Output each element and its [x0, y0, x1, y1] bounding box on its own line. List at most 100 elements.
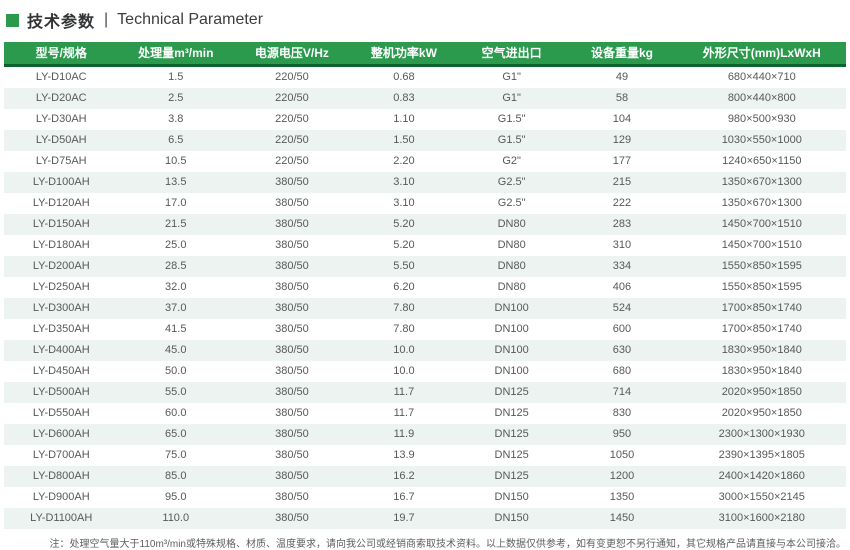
table-cell: 380/50 — [275, 176, 309, 188]
table-cell: 220/50 — [275, 113, 309, 125]
table-row: LY-D120AH 17.0 380/50 3.10 G2.5" 222 1350×670×… — [4, 193, 846, 214]
table-cell: 11.9 — [393, 428, 415, 440]
table-cell: 1550×850×1595 — [721, 281, 802, 293]
table-cell: 524 — [612, 302, 632, 314]
table-cell: 380/50 — [275, 218, 309, 230]
table-cell: 17.0 — [165, 197, 187, 209]
table-row: LY-D200AH 28.5 380/50 5.50 DN80 334 1550×850×1… — [4, 256, 846, 277]
table-cell: 220/50 — [275, 71, 309, 83]
table-cell: DN125 — [494, 428, 529, 440]
table-cell: 380/50 — [275, 449, 309, 461]
table-cell: LY-D500AH — [32, 386, 90, 398]
table-cell: DN150 — [494, 512, 529, 524]
table-row: LY-D600AH 65.0 380/50 11.9 DN125 950 2300×1300… — [4, 424, 846, 445]
table-cell: 5.20 — [393, 218, 415, 230]
table-cell: 215 — [612, 176, 632, 188]
table-cell: 10.5 — [165, 155, 187, 167]
section-title-zh: 技术参数 — [27, 14, 96, 31]
table-cell: 380/50 — [275, 512, 309, 524]
table-cell: 1240×650×1150 — [722, 155, 802, 167]
table-cell: 1.10 — [393, 113, 415, 125]
table-row: LY-D20AC 2.5 220/50 0.83 G1" 58 800×440×800 — [4, 88, 846, 109]
table-cell: 1350×670×1300 — [721, 197, 802, 209]
table-cell: 3.10 — [393, 197, 415, 209]
table-cell: G1" — [502, 71, 521, 83]
table-cell: 19.7 — [393, 512, 415, 524]
table-cell: 45.0 — [165, 344, 187, 356]
table-cell: LY-D800AH — [32, 470, 90, 482]
table-header: 型号/规格 处理量m³/min 电源电压V/Hz 整机功率kW 空气进出口 设备重量kg 外… — [4, 42, 846, 67]
table-cell: 16.2 — [393, 470, 415, 482]
table-cell: 85.0 — [165, 470, 187, 482]
table-cell: 1200 — [609, 470, 635, 482]
table-cell: 2400×1420×1860 — [718, 470, 805, 482]
column-header: 空气进出口 — [456, 42, 567, 67]
table-cell: 49 — [615, 71, 629, 83]
table-cell: 1350×670×1300 — [721, 176, 802, 188]
table-cell: 50.0 — [165, 365, 187, 377]
table-cell: 2300×1300×1930 — [718, 428, 805, 440]
table-cell: 380/50 — [275, 365, 309, 377]
table-cell: 0.68 — [393, 71, 415, 83]
table-cell: LY-D180AH — [32, 239, 90, 251]
table-cell: 177 — [612, 155, 632, 167]
column-header: 整机功率kW — [350, 42, 457, 67]
table-cell: 1030×550×1000 — [721, 134, 802, 146]
table-cell: LY-D100AH — [32, 176, 90, 188]
table-cell: 1450×700×1510 — [721, 239, 802, 251]
table-cell: 25.0 — [165, 239, 187, 251]
table-cell: 5.20 — [393, 239, 415, 251]
technical-parameter-table: 型号/规格 处理量m³/min 电源电压V/Hz 整机功率kW 空气进出口 设备重量kg 外… — [4, 42, 846, 529]
table-cell: LY-D250AH — [32, 281, 90, 293]
table-cell: 16.7 — [393, 491, 415, 503]
table-cell: 950 — [612, 428, 632, 440]
footnote: 注：处理空气量大于110m³/min或特殊规格、材质、温度要求，请向我公司或经销… — [49, 539, 847, 550]
table-cell: 380/50 — [275, 281, 309, 293]
column-header: 型号/规格 — [4, 42, 119, 67]
table-cell: LY-D900AH — [32, 491, 90, 503]
table-row: LY-D75AH 10.5 220/50 2.20 G2" 177 1240×650×115… — [4, 151, 846, 172]
table-row: LY-D800AH 85.0 380/50 16.2 DN125 1200 2400×142… — [4, 466, 846, 487]
table-cell: G1.5" — [497, 134, 526, 146]
table-cell: LY-D20AC — [35, 92, 87, 104]
table-cell: 2.5 — [168, 92, 184, 104]
table-cell: 310 — [612, 239, 632, 251]
table-cell: 21.5 — [165, 218, 187, 230]
column-header: 电源电压V/Hz — [233, 42, 351, 67]
table-row: LY-D50AH 6.5 220/50 1.50 G1.5" 129 1030×550×10… — [4, 130, 846, 151]
table-cell: LY-D10AC — [35, 71, 87, 83]
table-cell: LY-D300AH — [32, 302, 90, 314]
table-cell: 104 — [612, 113, 632, 125]
table-cell: DN125 — [494, 449, 529, 461]
table-cell: DN80 — [497, 239, 526, 251]
table-row: LY-D150AH 21.5 380/50 5.20 DN80 283 1450×700×1… — [4, 214, 846, 235]
table-cell: DN100 — [494, 302, 529, 314]
column-header: 外形尺寸(mm)LxWxH — [677, 42, 846, 67]
table-cell: 7.80 — [393, 302, 415, 314]
table-cell: DN80 — [497, 260, 526, 272]
table-body: LY-D10AC 1.5 220/50 0.68 G1" 49 680×440×710 LY-… — [4, 66, 846, 529]
table-cell: 1.50 — [393, 134, 415, 146]
title-bullet-icon — [6, 13, 19, 27]
table-row: LY-D1100AH 110.0 380/50 19.7 DN150 1450 3100×1… — [4, 508, 846, 529]
table-cell: LY-D150AH — [32, 218, 90, 230]
table-cell: DN80 — [497, 218, 526, 230]
table-cell: 3.10 — [393, 176, 415, 188]
table-cell: 55.0 — [165, 386, 187, 398]
table-cell: 830 — [612, 407, 632, 419]
table-cell: 10.0 — [393, 365, 415, 377]
column-header: 处理量m³/min — [118, 42, 233, 67]
table-row: LY-D900AH 95.0 380/50 16.7 DN150 1350 3000×155… — [4, 487, 846, 508]
table-cell: 2020×950×1850 — [721, 386, 802, 398]
table-cell: LY-D200AH — [32, 260, 90, 272]
table-cell: 680×440×710 — [727, 71, 796, 83]
table-cell: 380/50 — [275, 260, 309, 272]
table-cell: 129 — [612, 134, 632, 146]
table-cell: 1450×700×1510 — [721, 218, 802, 230]
table-cell: 0.83 — [393, 92, 415, 104]
table-cell: LY-D75AH — [35, 155, 87, 167]
table-cell: 380/50 — [275, 239, 309, 251]
table-cell: 3100×1600×2180 — [718, 512, 805, 524]
table-cell: 380/50 — [275, 344, 309, 356]
table-cell: LY-D450AH — [32, 365, 90, 377]
